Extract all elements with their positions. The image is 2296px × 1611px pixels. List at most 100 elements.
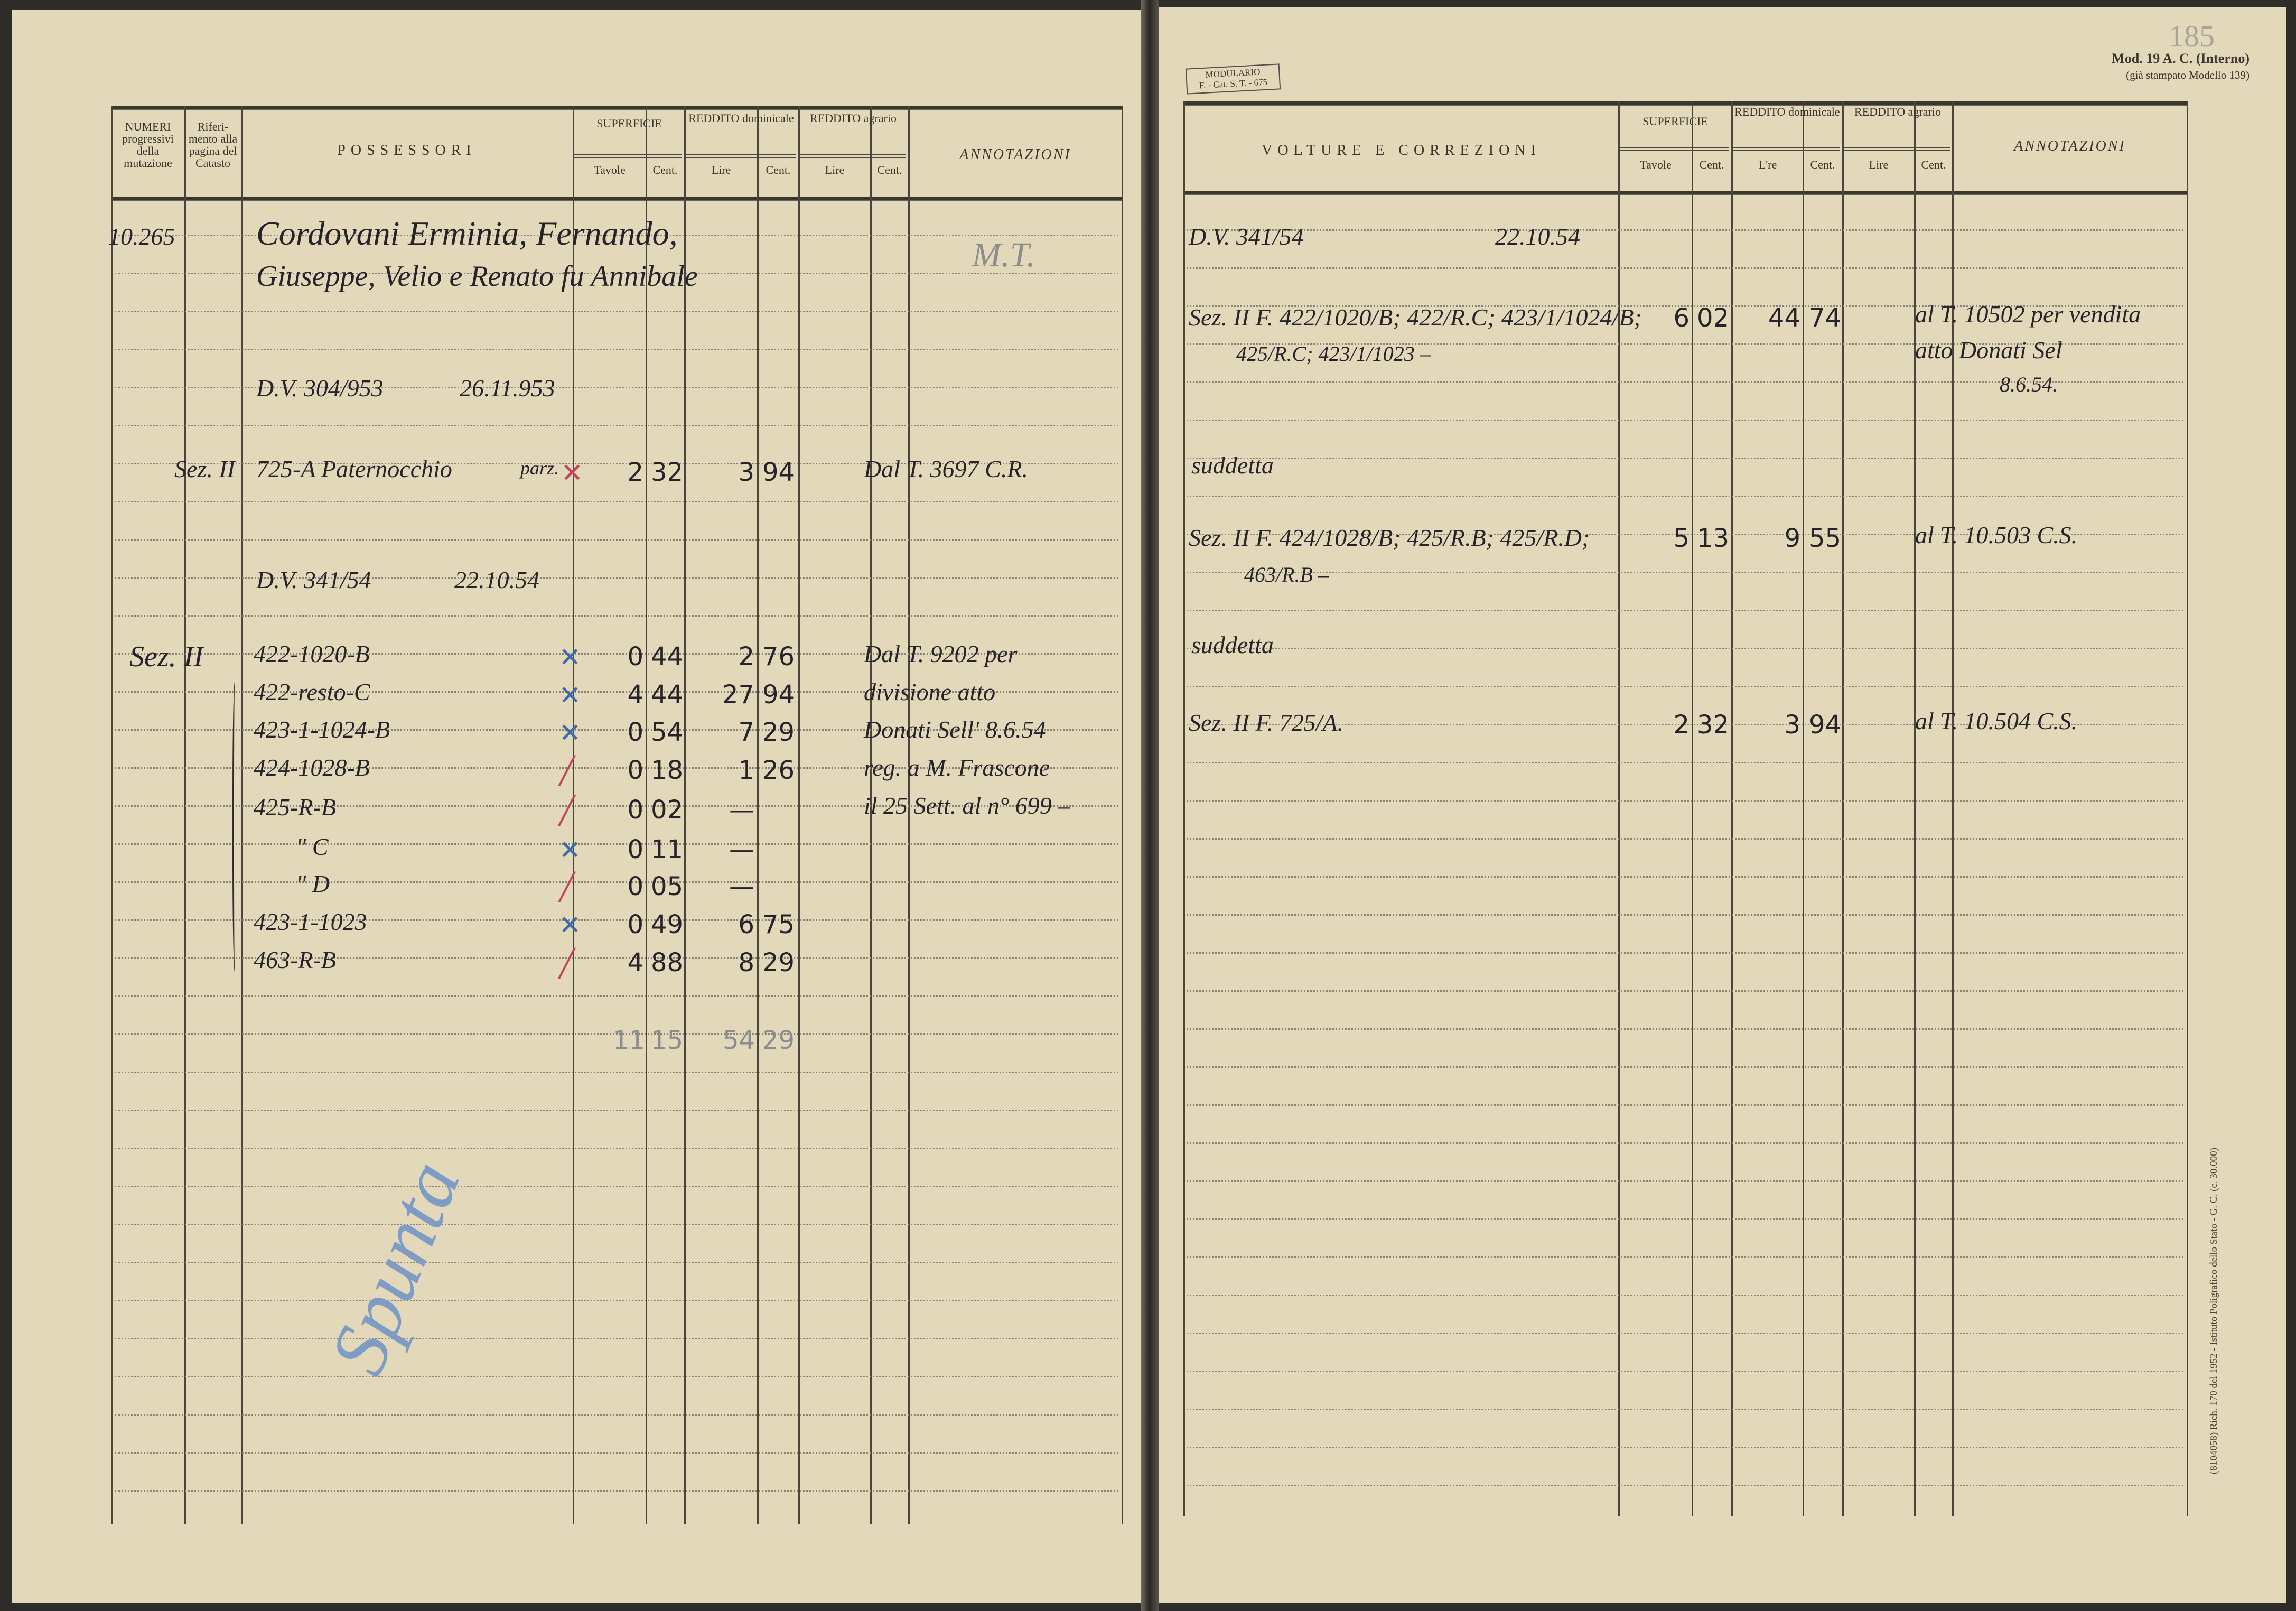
left-column-rule xyxy=(798,106,800,1524)
bracket xyxy=(232,682,238,972)
page-number: 185 xyxy=(2169,19,2215,53)
parcel-cent: 18 xyxy=(651,756,684,785)
right-row-line xyxy=(1187,1104,2183,1106)
total-cent: 15 xyxy=(651,1026,684,1055)
right-row-line xyxy=(1187,572,2183,573)
left-row-line xyxy=(115,463,1118,464)
left-column-rule xyxy=(241,106,243,1524)
right-row-line xyxy=(1187,381,2183,383)
book-gutter xyxy=(1141,0,1159,1611)
sez-label: Sez. II xyxy=(174,455,235,482)
parcel-1-lire-cent: 94 xyxy=(762,458,795,487)
left-row-line xyxy=(115,1033,1118,1035)
right-row-line xyxy=(1187,305,2183,307)
header-cent: Cent. xyxy=(652,163,678,176)
suddetta: suddetta xyxy=(1191,452,1274,479)
parcel-lire: 2 xyxy=(738,642,754,672)
parcel-lire-cent: 76 xyxy=(762,642,795,672)
parcel-1: 725-A Paternocchio xyxy=(256,455,452,482)
right-row-line xyxy=(1187,1028,2183,1030)
right-subheader-rule xyxy=(1620,147,1729,151)
header-riferimento: Riferi- mento alla pagina del Catasto xyxy=(188,120,238,170)
right-row-line xyxy=(1187,496,2183,497)
right-row-line xyxy=(1187,1066,2183,1068)
left-row-line xyxy=(115,805,1118,807)
right-row-line xyxy=(1187,1218,2183,1220)
suddetta: suddetta xyxy=(1191,631,1274,658)
header-superficie: SUPERFICIE xyxy=(596,117,662,130)
annotation-line: reg. a M. Frascone xyxy=(864,754,1050,781)
left-row-line xyxy=(115,273,1118,274)
right-column-rule xyxy=(1618,101,1620,1516)
right-row-line xyxy=(1187,229,2183,231)
left-row-line xyxy=(115,1376,1118,1377)
entry-1-cent: 02 xyxy=(1697,303,1730,333)
total-tavole: 11 xyxy=(613,1026,646,1055)
parcel-id: " D xyxy=(296,870,330,897)
right-row-line xyxy=(1187,876,2183,878)
left-row-line xyxy=(115,767,1118,769)
left-row-line xyxy=(115,1490,1118,1492)
entry-2-tavole: 5 xyxy=(1673,524,1690,553)
right-row-line xyxy=(1187,762,2183,763)
red-tick-mark-icon: ╱ xyxy=(559,795,575,826)
entry-1-line-1: Sez. II F. 422/1020/B; 422/R.C; 423/1/10… xyxy=(1189,304,1642,331)
right-row-line xyxy=(1187,1256,2183,1258)
right-row-line xyxy=(1187,1485,2183,1486)
parcel-cent: 54 xyxy=(651,718,684,747)
left-column-rule xyxy=(184,106,186,1524)
left-column-rule xyxy=(646,106,647,1524)
left-row-line xyxy=(115,919,1118,921)
parcel-lire: 6 xyxy=(738,910,754,939)
entry-3-annotation: al T. 10.504 C.S. xyxy=(1915,707,2078,734)
right-row-line xyxy=(1187,914,2183,916)
header-reddito-agrario: REDDITO agrario xyxy=(1854,105,1941,118)
left-subheader-rule xyxy=(685,154,796,158)
dv-ref: D.V. 341/54 xyxy=(1189,223,1304,250)
parcel-lire-cent: 29 xyxy=(762,948,795,977)
parcel-tavole: 0 xyxy=(627,910,643,939)
parcel-cent: 49 xyxy=(651,910,684,939)
sez-label: Sez. II xyxy=(129,640,203,673)
header-possessori: POSSESSORI xyxy=(337,142,477,159)
left-row-line xyxy=(115,729,1118,731)
right-row-line xyxy=(1187,990,2183,992)
entry-2-lire: 9 xyxy=(1784,524,1800,553)
right-row-line xyxy=(1187,724,2183,725)
parcel-lire-cent: 26 xyxy=(762,756,795,785)
left-subheader-rule xyxy=(799,154,906,158)
parcel-tavole: 0 xyxy=(627,718,643,747)
left-row-line xyxy=(115,1452,1118,1454)
printer-note: (8104058) Rich. 170 del 1952 - Istituto … xyxy=(2208,1148,2219,1474)
entry-1-annotation: atto Donati Sel xyxy=(1915,337,2062,364)
left-row-line xyxy=(115,235,1118,236)
left-row-line xyxy=(115,1186,1118,1187)
left-row-line xyxy=(115,995,1118,997)
parcel-tavole: 0 xyxy=(627,756,643,785)
annotation-line: Dal T. 9202 per xyxy=(864,640,1018,667)
left-column-rule xyxy=(573,106,574,1524)
parcel-lire-cent: 29 xyxy=(762,718,795,747)
entry-2-lire-cent: 55 xyxy=(1809,524,1842,553)
parcel-tavole: 0 xyxy=(627,795,643,825)
left-row-line xyxy=(115,653,1118,655)
left-subheader-rule xyxy=(574,154,682,158)
right-row-line xyxy=(1187,1371,2183,1372)
header-cent: Cent. xyxy=(766,163,791,176)
right-subheader-rule xyxy=(1733,147,1840,151)
left-table-top-rule xyxy=(111,106,1122,110)
parcel-tavole: 4 xyxy=(627,680,643,710)
header-reddito-dominicale: REDDITO dominicale xyxy=(688,111,794,125)
header-volture: VOLTURE E CORREZIONI xyxy=(1262,142,1541,159)
parcel-tavole: 0 xyxy=(627,835,643,864)
left-row-line xyxy=(115,311,1118,312)
left-column-rule xyxy=(870,106,872,1524)
parcel-lire: — xyxy=(729,835,754,864)
parcel-cent: 44 xyxy=(651,680,684,710)
right-table-header-rule xyxy=(1183,191,2187,195)
entry-3-cent: 32 xyxy=(1697,710,1730,740)
right-row-line xyxy=(1187,952,2183,954)
entry-3-lire: 3 xyxy=(1784,710,1800,740)
dv2-ref: D.V. 341/54 xyxy=(256,566,371,593)
total-lire: 54 xyxy=(723,1026,755,1055)
